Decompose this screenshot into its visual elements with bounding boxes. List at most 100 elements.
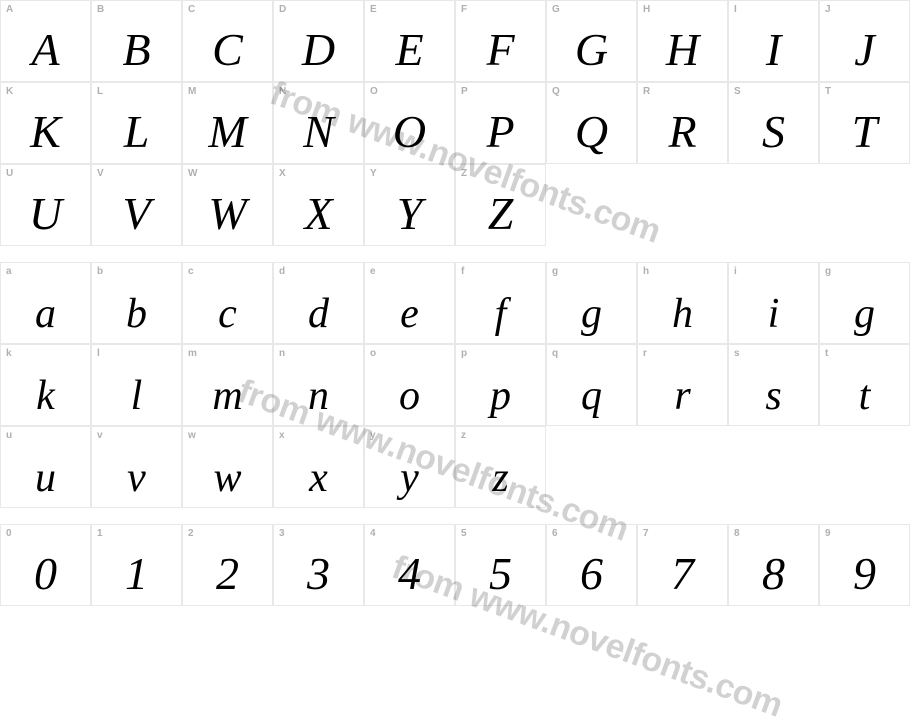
charmap-cell: TT <box>819 82 910 164</box>
cell-key-label: U <box>6 168 13 179</box>
charmap-cell: 77 <box>637 524 728 606</box>
cell-glyph: f <box>456 293 545 335</box>
cell-key-label: 7 <box>643 528 649 539</box>
cell-glyph: S <box>729 109 818 155</box>
cell-glyph: x <box>274 457 363 499</box>
charmap-cell: bb <box>91 262 182 344</box>
cell-glyph: p <box>456 375 545 417</box>
cell-key-label: 3 <box>279 528 285 539</box>
charmap-cell: II <box>728 0 819 82</box>
cell-glyph: F <box>456 27 545 73</box>
cell-key-label: N <box>279 86 286 97</box>
cell-glyph: c <box>183 293 272 335</box>
cell-glyph: P <box>456 109 545 155</box>
cell-key-label: J <box>825 4 831 15</box>
cell-key-label: K <box>6 86 13 97</box>
charmap-cell: 99 <box>819 524 910 606</box>
charmap-cell: VV <box>91 164 182 246</box>
charmap-cell: 55 <box>455 524 546 606</box>
charmap-cell: nn <box>273 344 364 426</box>
charmap-cell-empty <box>728 164 819 246</box>
cell-glyph: g <box>820 293 909 335</box>
cell-glyph: O <box>365 109 454 155</box>
charmap-cell-empty <box>637 426 728 508</box>
charmap-cell: SS <box>728 82 819 164</box>
charmap-cell: YY <box>364 164 455 246</box>
cell-key-label: y <box>370 430 376 441</box>
charmap-cell-empty <box>546 164 637 246</box>
cell-key-label: T <box>825 86 831 97</box>
cell-key-label: h <box>643 266 649 277</box>
charmap-cell: QQ <box>546 82 637 164</box>
cell-glyph: b <box>92 293 181 335</box>
cell-glyph: R <box>638 109 727 155</box>
cell-key-label: L <box>97 86 103 97</box>
cell-key-label: Z <box>461 168 467 179</box>
charmap-cell: HH <box>637 0 728 82</box>
cell-glyph: J <box>820 27 909 73</box>
charmap-cell: 88 <box>728 524 819 606</box>
cell-key-label: f <box>461 266 464 277</box>
charmap-row: aabbccddeeffgghhiigg <box>0 262 911 344</box>
charmap-cell: XX <box>273 164 364 246</box>
cell-glyph: w <box>183 457 272 499</box>
cell-glyph: 0 <box>1 551 90 597</box>
cell-glyph: C <box>183 27 272 73</box>
cell-key-label: 1 <box>97 528 103 539</box>
charmap-cell: aa <box>0 262 91 344</box>
cell-key-label: 2 <box>188 528 194 539</box>
charmap-cell: 44 <box>364 524 455 606</box>
cell-key-label: W <box>188 168 197 179</box>
charmap-row: 00112233445566778899 <box>0 524 911 606</box>
cell-glyph: E <box>365 27 454 73</box>
cell-glyph: Y <box>365 191 454 237</box>
charmap-cell: EE <box>364 0 455 82</box>
charmap-cell: ff <box>455 262 546 344</box>
charmap-row: UUVVWWXXYYZZ <box>0 164 911 246</box>
cell-key-label: V <box>97 168 104 179</box>
charmap-row: uuvvwwxxyyzz <box>0 426 911 508</box>
charmap-cell: pp <box>455 344 546 426</box>
charmap-cell-empty <box>819 426 910 508</box>
charmap-cell: 33 <box>273 524 364 606</box>
charmap-cell: UU <box>0 164 91 246</box>
cell-glyph: V <box>92 191 181 237</box>
cell-key-label: p <box>461 348 467 359</box>
cell-glyph: 7 <box>638 551 727 597</box>
cell-glyph: l <box>92 375 181 417</box>
cell-glyph: K <box>1 109 90 155</box>
cell-glyph: M <box>183 109 272 155</box>
charmap-row: AABBCCDDEEFFGGHHIIJJ <box>0 0 911 82</box>
charmap-cell: ee <box>364 262 455 344</box>
cell-glyph: s <box>729 375 818 417</box>
cell-glyph: 6 <box>547 551 636 597</box>
charmap-cell: hh <box>637 262 728 344</box>
cell-key-label: d <box>279 266 285 277</box>
cell-key-label: l <box>97 348 100 359</box>
cell-key-label: F <box>461 4 467 15</box>
cell-key-label: O <box>370 86 378 97</box>
cell-key-label: 8 <box>734 528 740 539</box>
cell-glyph: L <box>92 109 181 155</box>
charmap-cell: OO <box>364 82 455 164</box>
cell-key-label: q <box>552 348 558 359</box>
cell-glyph: v <box>92 457 181 499</box>
cell-key-label: X <box>279 168 286 179</box>
cell-key-label: D <box>279 4 286 15</box>
cell-key-label: E <box>370 4 377 15</box>
charmap-block-uppercase: AABBCCDDEEFFGGHHIIJJKKLLMMNNOOPPQQRRSSTT… <box>0 0 911 246</box>
charmap-cell: vv <box>91 426 182 508</box>
cell-key-label: i <box>734 266 737 277</box>
cell-glyph: W <box>183 191 272 237</box>
charmap-cell: 66 <box>546 524 637 606</box>
cell-key-label: P <box>461 86 468 97</box>
cell-key-label: H <box>643 4 650 15</box>
cell-glyph: i <box>729 293 818 335</box>
cell-key-label: v <box>97 430 103 441</box>
cell-key-label: G <box>552 4 560 15</box>
charmap-cell: ww <box>182 426 273 508</box>
cell-glyph: G <box>547 27 636 73</box>
cell-key-label: b <box>97 266 103 277</box>
charmap-cell: xx <box>273 426 364 508</box>
charmap-cell: KK <box>0 82 91 164</box>
